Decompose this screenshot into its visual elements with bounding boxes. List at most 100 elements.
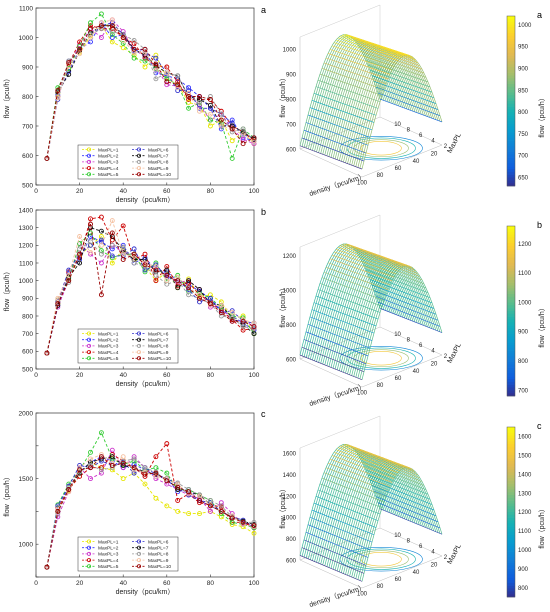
data-point [98,248,104,254]
z-tick-label: 800 [286,98,297,104]
data-point [98,234,104,239]
data-point [88,225,93,231]
panel-letter: a [537,10,542,20]
data-point [164,441,170,447]
surface-line [379,308,443,333]
data-point [240,519,246,525]
data-point [120,244,126,250]
colorbar-segment [507,571,515,575]
colorbar-segment [507,548,515,552]
data-point [229,126,235,132]
surface-line [331,254,395,278]
colorbar-segment [507,514,515,518]
data-point [44,564,50,570]
data-point [186,292,192,298]
data-point [66,60,72,66]
legend-swatch-marker [87,545,92,550]
data-point [109,242,115,248]
colorbar-segment [507,458,515,462]
colorbar-segment [507,274,515,278]
surface-line [303,129,367,154]
data-point [88,465,93,471]
surface-line [301,547,365,574]
surface-line [313,93,377,116]
legend-swatch-marker [87,159,92,164]
colorbar-segment [507,316,515,320]
colorbar-segment [507,580,515,584]
data-point [131,465,137,471]
colorbar-frame [506,426,516,598]
colorbar-segment [507,551,515,555]
colorbar-segment [507,163,515,167]
surface-line [379,98,443,123]
colorbar-segment [507,260,515,264]
y-tick-label: 10 [394,332,401,338]
data-point [186,511,192,517]
colorbar-segment [507,30,515,34]
colorbar-segment [507,126,515,130]
z-axis-label: flow（pcu/h） [279,74,287,118]
colorbar-segment [507,325,515,329]
surface-line [373,80,437,104]
data-point [164,267,170,273]
x-tick-label: 40 [413,570,420,576]
colorbar-segment [507,367,515,371]
legend-entry: MaxPL=6 [148,147,169,153]
data-point [207,123,213,129]
y-tick-label: 2 [444,354,448,360]
data-point [109,32,115,37]
colorbar-segment [507,288,515,292]
data-point [218,508,224,514]
colorbar-tick-label: 1100 [518,271,532,277]
data-point [98,26,104,32]
colorbar-segment [507,103,515,107]
z-tick-label: 1400 [283,473,297,479]
surface-line [365,60,429,83]
data-point [120,248,126,254]
surface-line [377,502,441,529]
colorbar-segment [507,69,515,73]
y-tick-label: 6 [419,544,423,550]
y-tick-label: 1500 [19,476,34,483]
z-tick-label: 1200 [283,494,297,500]
colorbar-segment [507,537,515,541]
data-point [207,304,213,310]
data-point [120,35,126,40]
colorbar-segment [507,72,515,76]
data-point [55,508,61,514]
colorbar-segment [507,438,515,442]
data-point [207,508,213,514]
line-panel-c: 0 20 40 60 80 100 1000 1500 2000 density（pcu/km） f… [3,409,266,596]
colorbar-label: flow（pcu/h） [538,304,546,348]
colorbar-segment [507,472,515,476]
legend-entry: MaxPL=10 [148,172,171,178]
back-edge [299,415,381,449]
floor-pane [299,527,443,589]
data-point [142,251,148,257]
legend-swatch-marker [136,558,141,563]
surface-line [361,260,425,285]
surface-line [355,41,419,64]
data-point [77,241,83,247]
legend-entry: MaxPL=9 [148,558,169,564]
panel-letter: c [261,409,266,419]
data-point [131,260,137,266]
data-point [240,141,246,147]
data-point [88,459,93,465]
data-point [175,73,181,79]
colorbar-segment [507,98,515,102]
data-point [98,467,104,473]
colorbar-tick-label: 1200 [518,510,532,516]
colorbar-segment [507,356,515,360]
data-point [197,287,202,292]
surface-line [299,145,363,170]
colorbar-segment [507,478,515,482]
colorbar-tick-label: 750 [518,132,529,138]
colorbar-segment [507,523,515,527]
x-tick-label: 60 [163,580,171,587]
data-point [197,295,202,301]
surface-line [355,451,419,476]
data-point [153,76,159,82]
legend-swatch-marker [87,564,92,569]
colorbar-segment [507,135,515,139]
